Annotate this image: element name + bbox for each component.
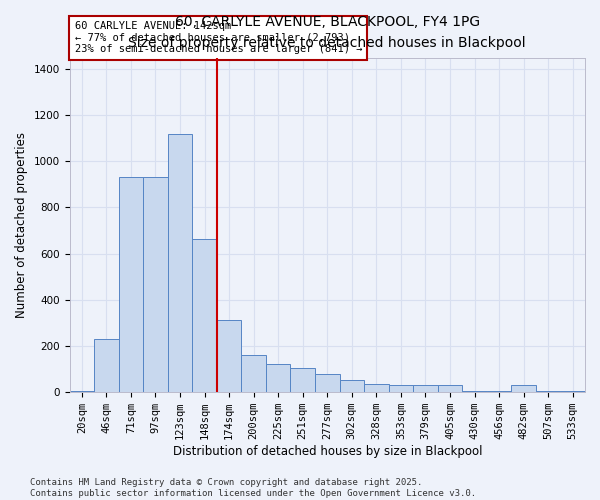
Bar [462, 390, 487, 392]
Bar [192, 238, 217, 392]
Bar [315, 374, 340, 392]
Y-axis label: Number of detached properties: Number of detached properties [15, 132, 28, 318]
Bar [290, 368, 315, 392]
Bar [70, 390, 94, 392]
Bar [168, 134, 192, 392]
Bar [560, 390, 585, 392]
Bar [487, 390, 511, 392]
Bar [364, 384, 389, 392]
Title: 60, CARLYLE AVENUE, BLACKPOOL, FY4 1PG
Size of property relative to detached hou: 60, CARLYLE AVENUE, BLACKPOOL, FY4 1PG S… [128, 15, 526, 50]
Bar [266, 364, 290, 392]
Text: 60 CARLYLE AVENUE: 142sqm
← 77% of detached houses are smaller (2,793)
23% of se: 60 CARLYLE AVENUE: 142sqm ← 77% of detac… [74, 21, 362, 54]
Bar [511, 385, 536, 392]
Bar [94, 338, 119, 392]
Bar [536, 390, 560, 392]
Bar [217, 320, 241, 392]
Bar [413, 385, 438, 392]
Bar [438, 385, 462, 392]
Bar [119, 178, 143, 392]
X-axis label: Distribution of detached houses by size in Blackpool: Distribution of detached houses by size … [173, 444, 482, 458]
Bar [143, 178, 168, 392]
Bar [340, 380, 364, 392]
Text: Contains HM Land Registry data © Crown copyright and database right 2025.
Contai: Contains HM Land Registry data © Crown c… [30, 478, 476, 498]
Bar [389, 385, 413, 392]
Bar [241, 355, 266, 392]
